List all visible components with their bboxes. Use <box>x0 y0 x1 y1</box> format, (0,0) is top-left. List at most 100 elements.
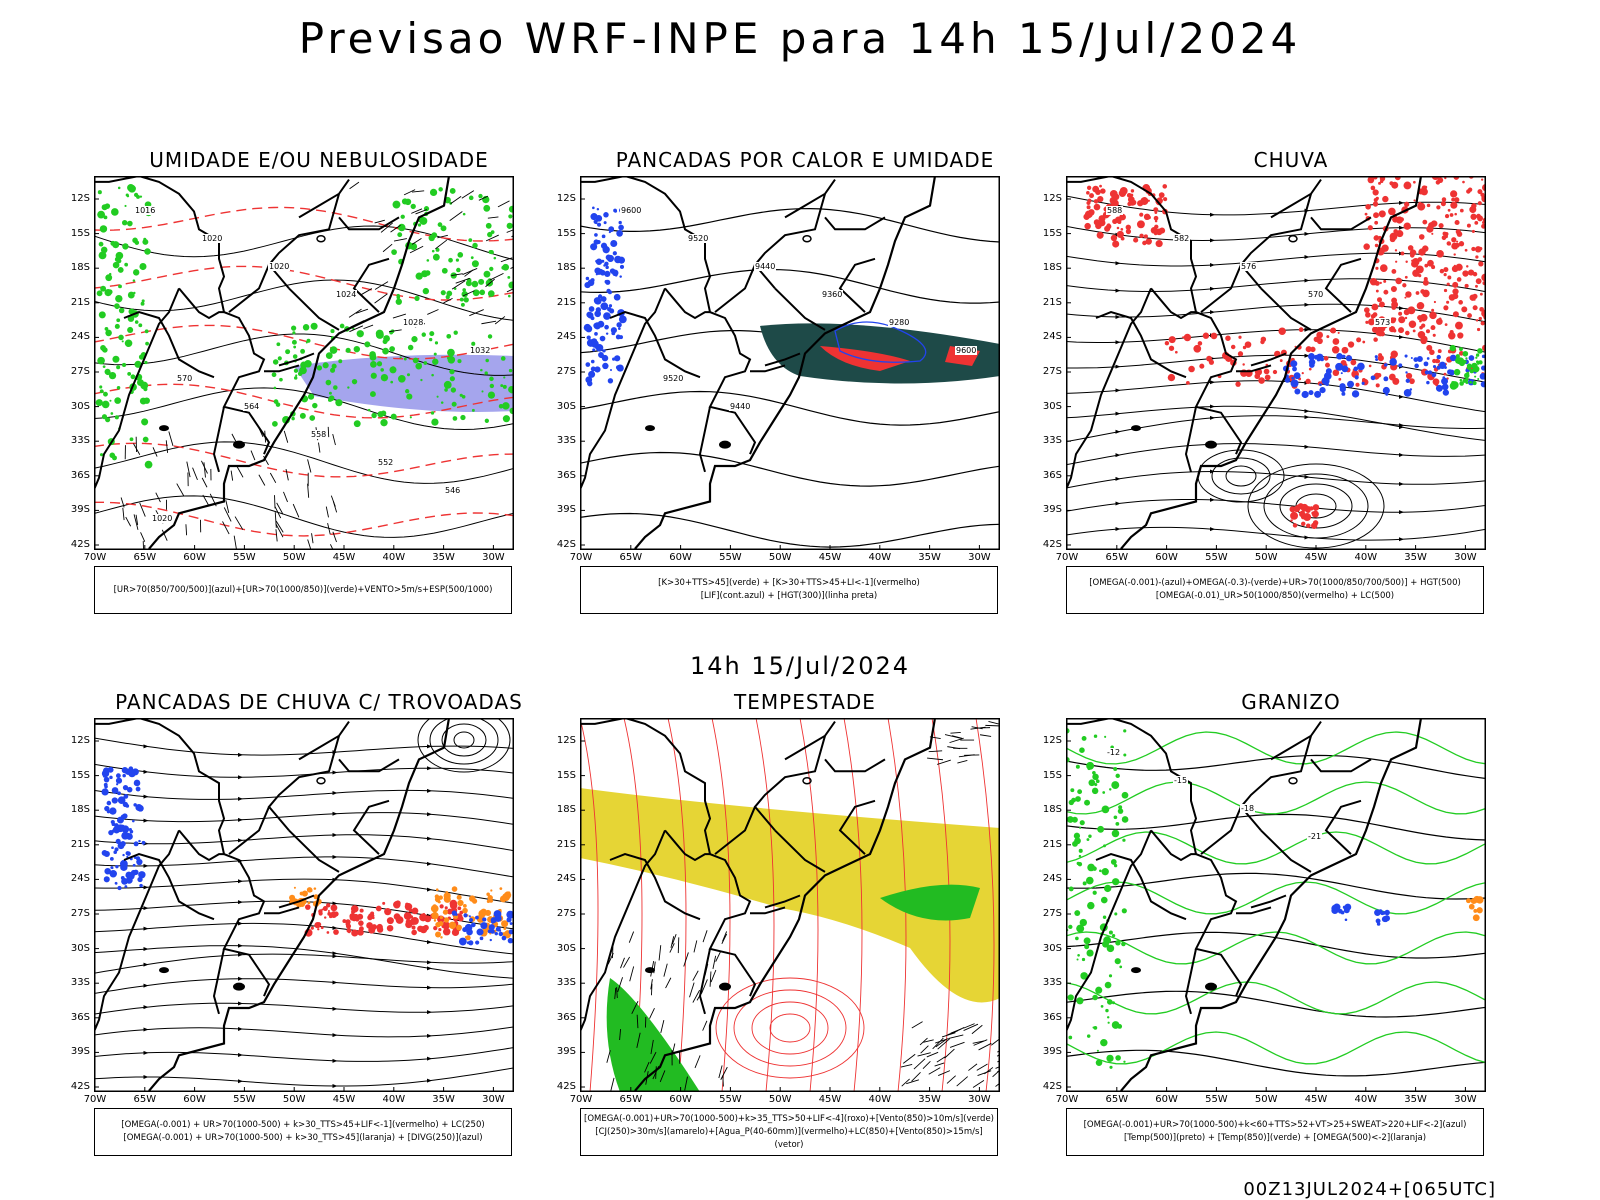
longitude-label: 65W <box>1105 552 1129 563</box>
longitude-label: 45W <box>818 552 842 563</box>
legend-line: [CJ(250)>30m/s](amarelo)+[Agua_P(40-60mm… <box>595 1126 983 1150</box>
latitude-label: 27S <box>1042 366 1062 377</box>
contour-label: 576 <box>1240 262 1258 271</box>
latitude-label: 30S <box>556 942 576 954</box>
longitude-label: 60W <box>183 1094 206 1105</box>
latitude-label: 15S <box>70 769 90 781</box>
latitude-label: 12S <box>1042 735 1062 746</box>
legend-line: [OMEGA(-0.001)-(azul)+OMEGA(-0.3)-(verde… <box>1089 578 1461 588</box>
latitude-label: 21S <box>1042 296 1062 308</box>
latitude-label: 42S <box>556 1081 576 1092</box>
panel-title: GRANIZO <box>1241 690 1341 714</box>
contour-label: 573 <box>1374 318 1392 327</box>
latitude-label: 21S <box>1042 838 1062 850</box>
contour-label: 9360 <box>821 290 844 299</box>
contour-label: 1020 <box>151 514 174 523</box>
legend-line: [Temp(500)](preto) + [Temp(850)](verde) … <box>1123 1133 1427 1143</box>
latitude-label: 42S <box>556 539 576 550</box>
contour-label: 570 <box>176 374 194 383</box>
latitude-label: 15S <box>70 227 90 239</box>
latitude-label: 33S <box>70 435 90 447</box>
contour-label: 1020 <box>268 262 291 271</box>
map-frame: -12 -15 -18 -21 12S 15S 18S 21S 24S 27S 30S 33S 36S 3… <box>1043 718 1486 1105</box>
longitude-label: 45W <box>332 552 356 563</box>
legend-line: [OMEGA(-0.001) + UR>70(1000-500) + k>30_… <box>123 1133 483 1143</box>
latitude-label: 18S <box>70 804 90 816</box>
legend-line: [OMEGA(-0.001)+UR>70(1000-500)+k<60+TTS>… <box>1083 1120 1467 1130</box>
longitude-label: 70W <box>569 1094 593 1105</box>
latitude-label: 12S <box>556 735 576 746</box>
longitude-label: 35W <box>1404 552 1427 563</box>
latitude-label: 36S <box>70 1011 90 1023</box>
latitude-label: 21S <box>70 838 90 850</box>
latitude-label: 21S <box>70 296 90 308</box>
longitude-label: 70W <box>83 1094 107 1105</box>
longitude-label: 60W <box>669 552 692 563</box>
contour-label: 9520 <box>662 374 685 383</box>
longitude-label: 55W <box>719 1094 742 1105</box>
contour-label: 9280 <box>888 318 911 327</box>
longitude-label: 30W <box>482 552 505 563</box>
longitude-label: 50W <box>768 552 792 563</box>
longitude-label: 70W <box>83 552 107 563</box>
longitude-label: 65W <box>133 552 157 563</box>
latitude-label: 15S <box>1042 227 1062 239</box>
latitude-label: 12S <box>70 193 90 204</box>
latitude-label: 15S <box>556 769 576 781</box>
latitude-label: 36S <box>1042 469 1062 481</box>
latitude-label: 33S <box>1042 435 1062 447</box>
longitude-label: 65W <box>619 552 643 563</box>
latitude-label: 30S <box>1042 942 1062 954</box>
latitude-label: 39S <box>556 1046 576 1058</box>
latitude-label: 36S <box>70 469 90 481</box>
latitude-label: 30S <box>70 942 90 954</box>
longitude-label: 60W <box>669 1094 692 1105</box>
longitude-label: 45W <box>1304 1094 1328 1105</box>
longitude-label: 30W <box>968 1094 991 1105</box>
longitude-label: 30W <box>1454 552 1477 563</box>
forecast-map <box>1066 718 1486 1092</box>
map-panel-1: UMIDADE E/OU NEBULOSIDADE 1016 1020 1020 102… <box>71 148 564 638</box>
latitude-label: 27S <box>1042 908 1062 919</box>
latitude-label: 27S <box>70 366 90 377</box>
latitude-label: 39S <box>556 504 576 516</box>
contour-label: 9440 <box>754 262 777 271</box>
latitude-label: 33S <box>70 977 90 989</box>
longitude-label: 35W <box>918 552 941 563</box>
panel-title: UMIDADE E/OU NEBULOSIDADE <box>149 148 489 172</box>
latitude-label: 39S <box>70 1046 90 1058</box>
map-panel-2: PANCADAS POR CALOR E UMIDADE 9600 9520 9440… <box>557 148 1050 638</box>
latitude-label: 21S <box>556 296 576 308</box>
latitude-label: 24S <box>556 873 576 885</box>
latitude-label: 18S <box>556 262 576 274</box>
latitude-label: 42S <box>70 1081 90 1092</box>
contour-label: 9600 <box>620 206 643 215</box>
latitude-label: 12S <box>70 735 90 746</box>
latitude-label: 21S <box>556 838 576 850</box>
contour-label: -18 <box>1240 804 1256 813</box>
forecast-map <box>1066 176 1486 550</box>
longitude-label: 45W <box>332 1094 356 1105</box>
longitude-label: 35W <box>432 1094 455 1105</box>
panel-title: TEMPESTADE <box>734 690 876 714</box>
main-title: Previsao WRF-INPE para 14h 15/Jul/2024 <box>298 14 1302 63</box>
contour-label: -15 <box>1173 776 1189 785</box>
longitude-label: 45W <box>818 1094 842 1105</box>
longitude-label: 65W <box>1105 1094 1129 1105</box>
latitude-label: 39S <box>1042 504 1062 516</box>
contour-label: -12 <box>1106 748 1122 757</box>
longitude-label: 40W <box>382 552 406 563</box>
longitude-label: 30W <box>482 1094 505 1105</box>
contour-label: 1028 <box>402 318 425 327</box>
latitude-label: 30S <box>1042 400 1062 412</box>
latitude-label: 24S <box>70 331 90 343</box>
legend-box: [UR>70(850/700/500)](azul)+[UR>70(1000/8… <box>94 566 512 614</box>
latitude-label: 18S <box>70 262 90 274</box>
legend-line: [OMEGA(-0.01)_UR>50(1000/850)(vermelho) … <box>1155 591 1395 601</box>
contour-label: 1020 <box>201 234 224 243</box>
longitude-label: 50W <box>1254 1094 1278 1105</box>
map-panel-5: TEMPESTADE 12S 15S 18S 21S 24S 27S 30S 33S 36S 39S… <box>557 690 1050 1180</box>
latitude-label: 18S <box>1042 804 1062 816</box>
latitude-label: 30S <box>556 400 576 412</box>
legend-line: [OMEGA(-0.001) + UR>70(1000-500) + k>30_… <box>121 1120 485 1130</box>
